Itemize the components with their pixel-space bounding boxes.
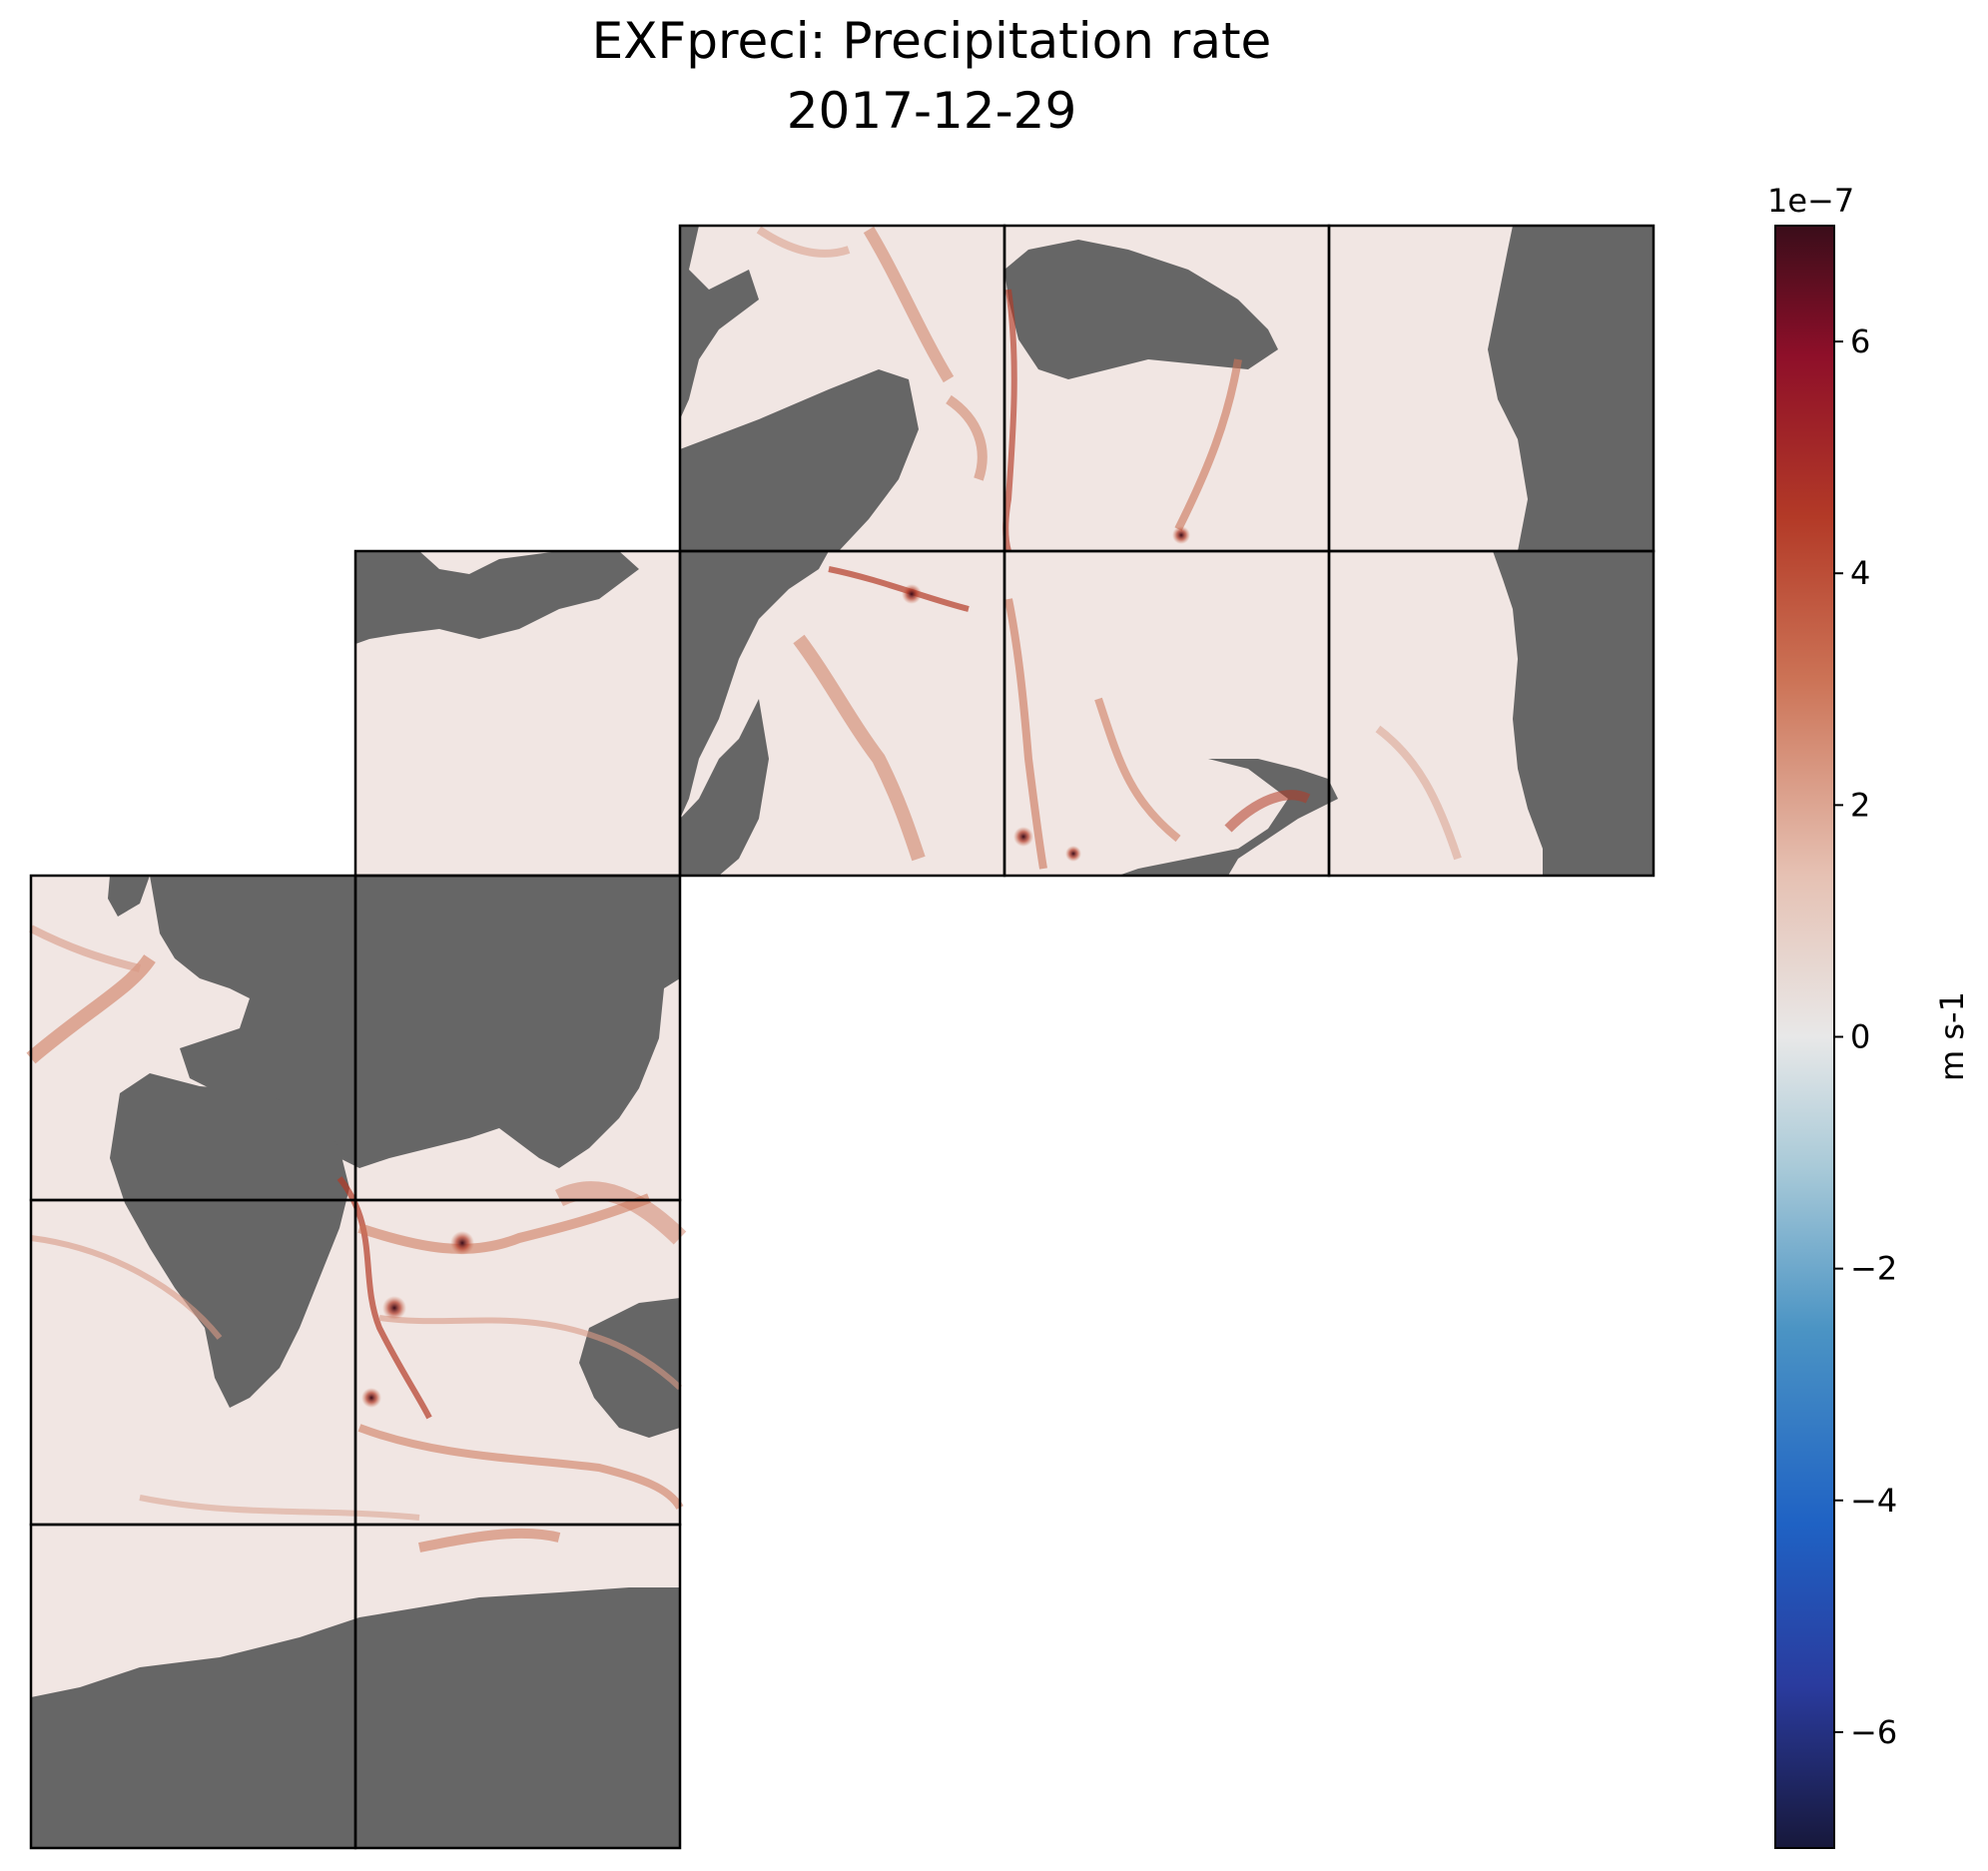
- colorbar-tick-label: −2: [1850, 1250, 1897, 1288]
- land-africa: [110, 1073, 349, 1408]
- land-asia-north: [680, 551, 829, 819]
- precip-band: [30, 1235, 223, 1340]
- precip-band: [828, 566, 970, 612]
- land-asia-coast: [680, 699, 769, 876]
- face-grid: [29, 224, 1656, 1850]
- precip-hotspot: [361, 1388, 381, 1408]
- face-group-top: [680, 226, 1654, 552]
- colorbar-tick-label: −4: [1850, 1482, 1897, 1520]
- land-north-america-east: [1118, 759, 1338, 876]
- precip-band: [139, 1495, 420, 1521]
- land-asia-east: [680, 369, 919, 551]
- precip-band: [29, 925, 141, 972]
- face-border: [1327, 224, 1656, 553]
- precip-band: [1094, 697, 1181, 843]
- land-north-america-west: [1004, 240, 1278, 379]
- precip-band: [946, 394, 988, 481]
- colorbar-multiplier: 1e−7: [1767, 182, 1854, 220]
- precip-band: [1375, 725, 1462, 861]
- precip-band: [1002, 289, 1017, 552]
- face-border: [353, 1523, 682, 1850]
- precip-hotspot: [450, 1231, 474, 1255]
- colorbar-tick-label: 0: [1850, 1018, 1870, 1056]
- land-eurasia: [150, 876, 680, 1168]
- land-russia-east: [1493, 551, 1654, 876]
- colorbar-tick-label: 6: [1850, 322, 1870, 360]
- precip-band: [863, 226, 955, 383]
- colorbar-label: m s-1: [1933, 991, 1971, 1081]
- precip-band: [1224, 790, 1311, 833]
- colorbar-gradient: [1774, 225, 1835, 1849]
- precip-band: [336, 1176, 432, 1420]
- chart-subtitle: 2017-12-29: [787, 82, 1077, 140]
- precip-band: [1004, 598, 1047, 870]
- precip-band: [793, 634, 926, 862]
- colorbar-tick-label: −6: [1850, 1713, 1897, 1751]
- land-south-america: [1488, 226, 1654, 551]
- precip-band: [1174, 358, 1242, 531]
- colorbar-tick-label: 2: [1850, 786, 1870, 824]
- precip-hotspot: [902, 584, 922, 604]
- precip-hotspot: [1065, 846, 1081, 862]
- precip-band: [756, 226, 851, 258]
- precip-band: [26, 953, 156, 1064]
- precip-band: [378, 1315, 683, 1391]
- land-australia: [579, 1298, 680, 1438]
- precip-band: [357, 1193, 651, 1254]
- land-greenland-edge: [108, 876, 150, 917]
- land-asia-west: [680, 226, 759, 419]
- precip-hotspot: [382, 1296, 406, 1320]
- precip-band: [554, 1181, 687, 1245]
- chart-title: EXFpreci: Precipitation rate: [592, 12, 1272, 70]
- colorbar-ticks: 6 4 2 0 −2 −4 −6: [1834, 322, 1897, 1751]
- colorbar-tick-label: 4: [1850, 554, 1870, 592]
- precip-hotspot: [1172, 526, 1190, 544]
- colorbar: 6 4 2 0 −2 −4 −6 1e−7 m s-1: [1767, 182, 1971, 1849]
- precip-band: [357, 1424, 684, 1511]
- precip-band: [418, 1528, 561, 1553]
- precip-hotspot: [1013, 827, 1033, 847]
- land-north-america: [355, 551, 639, 644]
